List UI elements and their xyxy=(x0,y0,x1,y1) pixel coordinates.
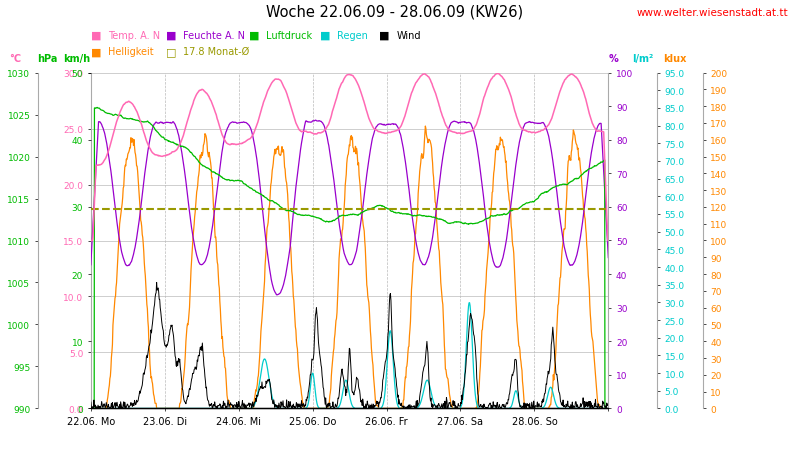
Text: %: % xyxy=(608,54,618,64)
Text: km/h: km/h xyxy=(63,54,90,64)
Text: hPa: hPa xyxy=(37,54,58,64)
Text: klux: klux xyxy=(664,54,687,64)
Text: ■: ■ xyxy=(91,31,101,41)
Text: Feuchte A. N: Feuchte A. N xyxy=(183,31,245,41)
Text: ■: ■ xyxy=(320,31,330,41)
Text: Helligkeit: Helligkeit xyxy=(108,47,154,57)
Text: ■: ■ xyxy=(249,31,259,41)
Text: 17.8 Monat-Ø: 17.8 Monat-Ø xyxy=(183,47,250,57)
Text: Wind: Wind xyxy=(397,31,421,41)
Text: Luftdruck: Luftdruck xyxy=(266,31,312,41)
Text: ■: ■ xyxy=(166,31,176,41)
Text: www.welter.wiesenstadt.at.tt: www.welter.wiesenstadt.at.tt xyxy=(637,8,788,18)
Text: l/m²: l/m² xyxy=(632,54,653,64)
Text: Temp. A. N: Temp. A. N xyxy=(108,31,160,41)
Text: Woche 22.06.09 - 28.06.09 (KW26): Woche 22.06.09 - 28.06.09 (KW26) xyxy=(266,4,524,19)
Text: Regen: Regen xyxy=(337,31,368,41)
Text: ■: ■ xyxy=(379,31,389,41)
Text: °C: °C xyxy=(9,54,21,64)
Text: □: □ xyxy=(166,47,176,57)
Text: ■: ■ xyxy=(91,47,101,57)
